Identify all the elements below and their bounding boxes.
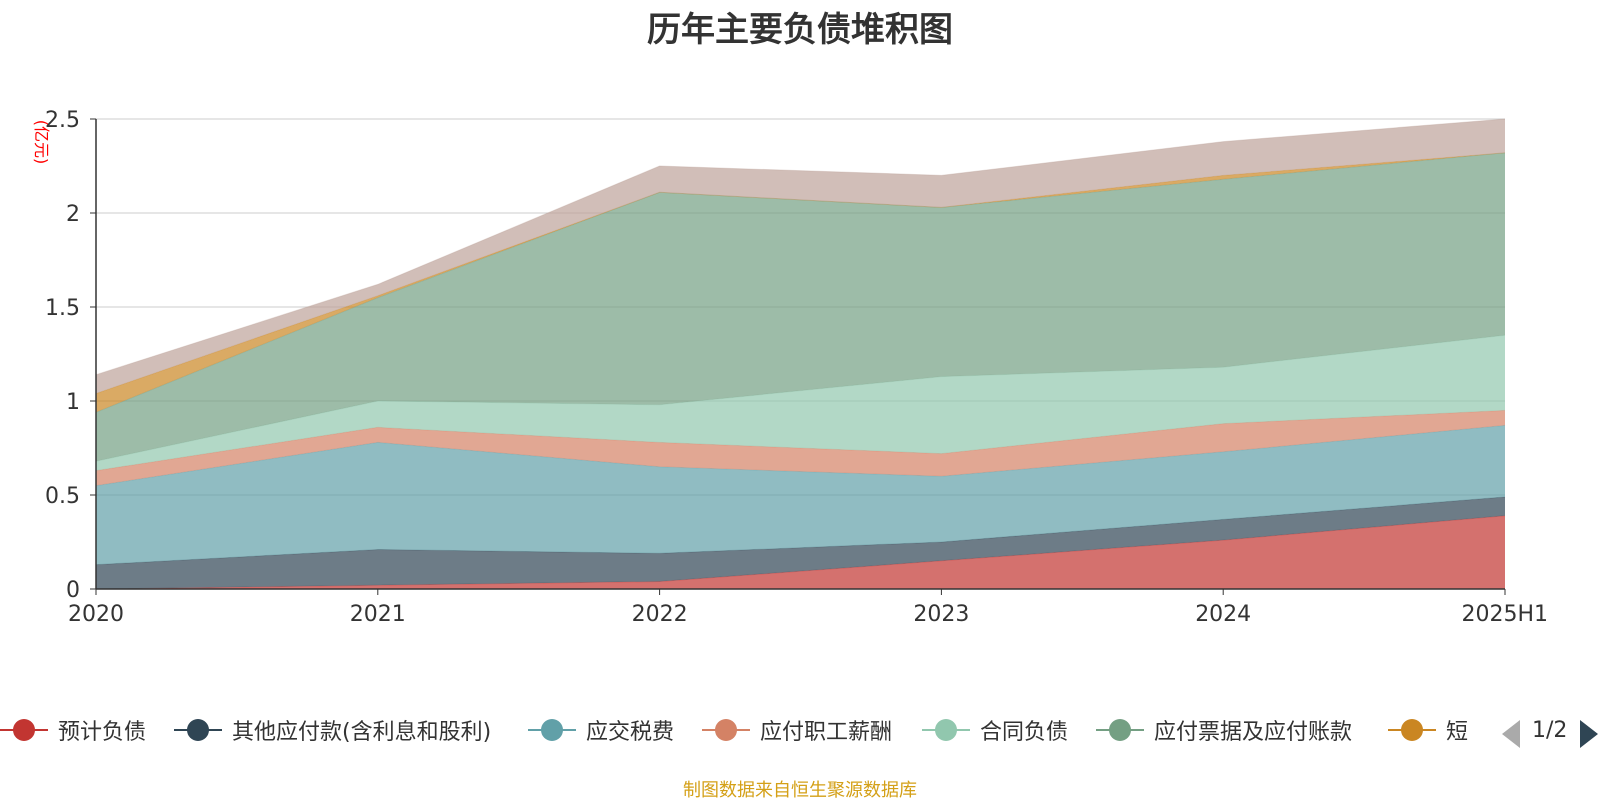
legend-item[interactable]: 应交税费 (528, 712, 674, 748)
next-page-icon[interactable] (1580, 720, 1598, 748)
y-tick-label: 2 (66, 202, 80, 227)
x-tick-label: 2024 (1195, 602, 1251, 627)
y-tick-label: 0 (66, 578, 80, 603)
legend-item[interactable]: 预计负债 (0, 712, 146, 748)
y-tick-label: 2.5 (45, 108, 80, 133)
legend-label: 短 (1446, 720, 1469, 745)
y-tick-label: 1.5 (45, 296, 80, 321)
area-edge-其他 (95, 118, 1506, 376)
legend-item[interactable]: 应付职工薪酬 (702, 712, 892, 748)
legend-marker-icon (922, 718, 970, 742)
legend-label: 预计负债 (58, 720, 147, 745)
area-edge-其他应付款(含利息和股利) (95, 496, 1506, 566)
y-axis-label: (亿元) (32, 120, 51, 165)
legend-marker-icon (1388, 718, 1436, 742)
area-edge-应付票据及应付账款 (95, 152, 1506, 413)
area-应付票据及应付账款 (96, 152, 1505, 462)
x-tick-label: 2020 (68, 602, 124, 627)
legend-label: 应付票据及应付账款 (1154, 720, 1353, 745)
x-tick-label: 2022 (632, 602, 688, 627)
legend-item[interactable]: 应付票据及应付账款 (1096, 712, 1352, 748)
legend-item[interactable]: 其他应付款(含利息和股利) (174, 712, 491, 748)
area-其他 (96, 119, 1505, 394)
y-tick-label: 0.5 (45, 484, 80, 509)
axes: 0 0.5 1 1.5 2 2.5 2020 2021 2022 2023 2024 2025H1 (亿… (32, 108, 1548, 627)
legend: 预计负债 其他应付款(含利息和股利) 应交税费 应付职工薪酬 合同负债 应付票据及应付账款… (0, 712, 1500, 748)
source-note: 制图数据来自恒生聚源数据库 (683, 780, 917, 801)
prev-page-icon[interactable] (1502, 720, 1520, 748)
area-其他应付款(含利息和股利) (96, 496, 1505, 589)
legend-label: 应交税费 (586, 720, 675, 745)
chart-title: 历年主要负债堆积图 (647, 10, 953, 50)
area-series (95, 118, 1506, 590)
legend-pager: 1/2 (1500, 718, 1600, 748)
area-应交税费 (96, 425, 1505, 565)
legend-marker-icon (0, 718, 48, 742)
legend-marker-icon (702, 718, 750, 742)
legend-item[interactable]: 合同负债 (922, 712, 1068, 748)
legend-marker-icon (528, 718, 576, 742)
legend-marker-icon (174, 718, 222, 742)
legend-label: 合同负债 (980, 720, 1069, 745)
area-预计负债 (96, 515, 1505, 589)
stacked-area-chart: 0 0.5 1 1.5 2 2.5 2020 2021 2022 2023 2024 2025H1 (亿… (32, 108, 1548, 627)
legend-item[interactable]: 短 (1388, 712, 1468, 748)
legend-page-indicator: 1/2 (1532, 718, 1568, 743)
legend-marker-icon (1096, 718, 1144, 742)
y-tick-label: 1 (66, 390, 80, 415)
area-合同负债 (96, 335, 1505, 471)
legend-label: 其他应付款(含利息和股利) (232, 720, 492, 745)
x-tick-label: 2023 (913, 602, 969, 627)
x-tick-label: 2021 (350, 602, 406, 627)
x-tick-label: 2025H1 (1461, 602, 1548, 627)
legend-label: 应付职工薪酬 (760, 720, 893, 745)
